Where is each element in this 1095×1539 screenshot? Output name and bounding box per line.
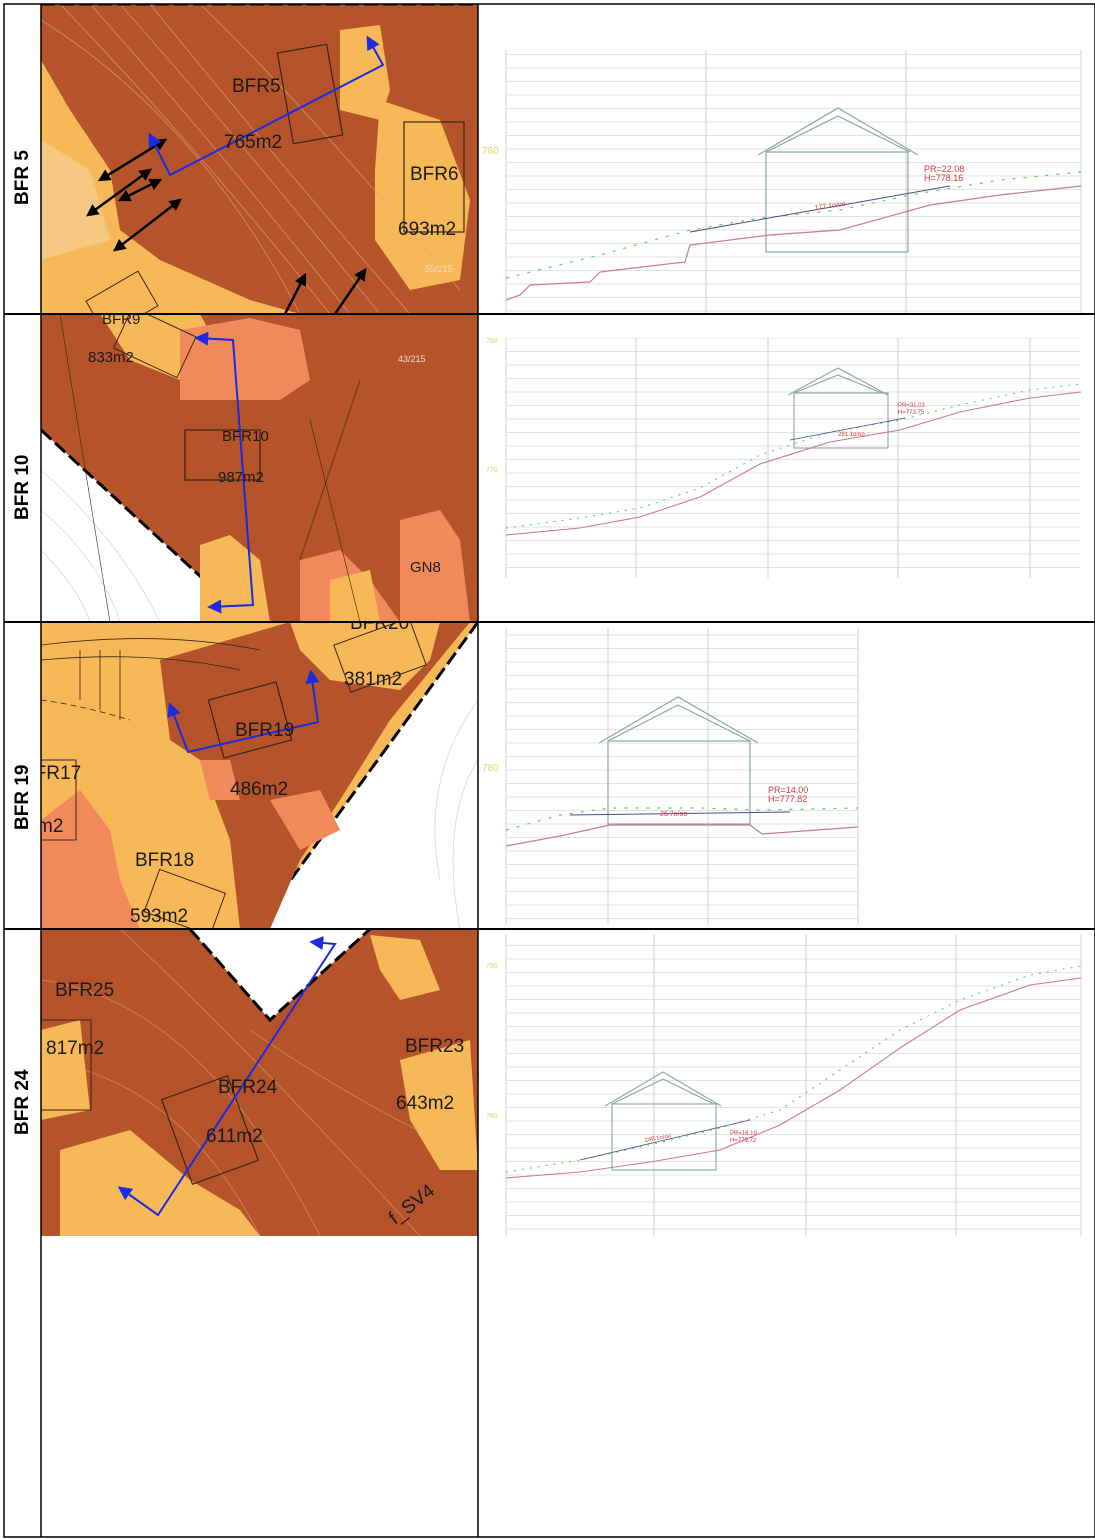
section-bfr10: 780 770 PR=31.03 H=773.75 281.1o/oo <box>486 338 1082 578</box>
lot-area-bfr5: 765m2 <box>224 132 282 153</box>
elevation-tick: 780 <box>482 146 499 157</box>
lot-name-bfr10: BFR10 <box>222 428 269 445</box>
section-pr: PR=14.00 <box>768 785 808 795</box>
row-label-bfr5: BFR 5 <box>12 150 33 205</box>
section-h: H=778.16 <box>924 173 963 183</box>
row-label-bfr24: BFR 24 <box>12 1069 33 1135</box>
section-pr: PR=31.03 <box>898 403 926 409</box>
lot-area-bfr9: 833m2 <box>88 349 134 366</box>
section-h: H=779.72 <box>730 1138 757 1144</box>
elevation-tick-780: 780 <box>486 338 498 345</box>
lot-area-bfr23: 643m2 <box>396 1093 454 1114</box>
section-slope: 177.1o/oo <box>814 201 846 212</box>
lot-area-bfr19: 486m2 <box>230 779 288 800</box>
lot-name-bfr23: BFR23 <box>405 1036 464 1057</box>
parcel-number: 43/215 <box>398 354 426 364</box>
elevation-tick-790: 790 <box>486 963 498 970</box>
elevation-tick-770: 770 <box>486 467 498 474</box>
section-pr: PR=22.08 <box>924 164 964 174</box>
elevation-tick: 780 <box>482 763 499 774</box>
lot-area-bfr17: m2 <box>37 816 63 837</box>
section-bfr19: 780 PR=14.00 H=777.82 26.7o/oo <box>482 628 859 925</box>
lot-name-bfr17: BFR17 <box>22 763 81 784</box>
section-slope: 26.7o/oo <box>660 811 687 818</box>
section-bfr24: 790 780 PR=16.19 H=779.72 248.1o/oo <box>486 934 1082 1236</box>
lot-name-bfr19: BFR19 <box>235 720 294 741</box>
map-bfr19: BFR20 381m2 BFR19 486m2 BFR17 m2 BFR18 5… <box>22 613 478 929</box>
lot-name-bfr24: BFR24 <box>218 1077 278 1098</box>
row-label-bfr10: BFR 10 <box>12 455 33 520</box>
section-slope: 248.1o/oo <box>644 1133 672 1144</box>
lot-name-bfr20: BFR20 <box>350 613 409 634</box>
lot-name-bfr5: BFR5 <box>232 76 281 97</box>
lot-area-bfr20: 381m2 <box>344 669 402 690</box>
lot-name-bfr9: BFR9 <box>102 311 140 328</box>
parcel-number: 55/215 <box>425 264 453 274</box>
map-bfr5: BFR5 765m2 BFR6 693m2 55/215 <box>41 4 478 314</box>
section-h: H=777.82 <box>768 794 807 804</box>
lot-name-bfr25: BFR25 <box>55 980 114 1001</box>
table-grid <box>3 3 1095 1538</box>
map-bfr24: BFR25 817m2 BFR23 643m2 BFR24 611m2 f_SV… <box>41 929 478 1236</box>
lot-area-bfr10: 987m2 <box>218 469 264 486</box>
lot-name-bfr6: BFR6 <box>410 164 459 185</box>
elevation-tick-780: 780 <box>486 1113 498 1120</box>
section-pr: PR=16.19 <box>730 1131 758 1137</box>
lot-name-bfr18: BFR18 <box>135 850 194 871</box>
lot-name-gn8: GN8 <box>410 559 441 576</box>
lot-area-bfr25: 817m2 <box>46 1038 104 1059</box>
lot-area-bfr24: 611m2 <box>206 1126 263 1147</box>
section-slope: 281.1o/oo <box>838 432 865 438</box>
section-h: H=773.75 <box>898 410 925 416</box>
map-bfr10: BFR9 833m2 BFR10 987m2 GN8 43/215 <box>41 311 478 622</box>
lot-area-bfr18: 593m2 <box>130 906 188 927</box>
row-label-bfr19: BFR 19 <box>12 765 33 830</box>
lot-area-bfr6: 693m2 <box>398 219 456 240</box>
section-bfr5: 780 PR=22.08 H=778.16 177.1o/oo <box>482 50 1082 314</box>
